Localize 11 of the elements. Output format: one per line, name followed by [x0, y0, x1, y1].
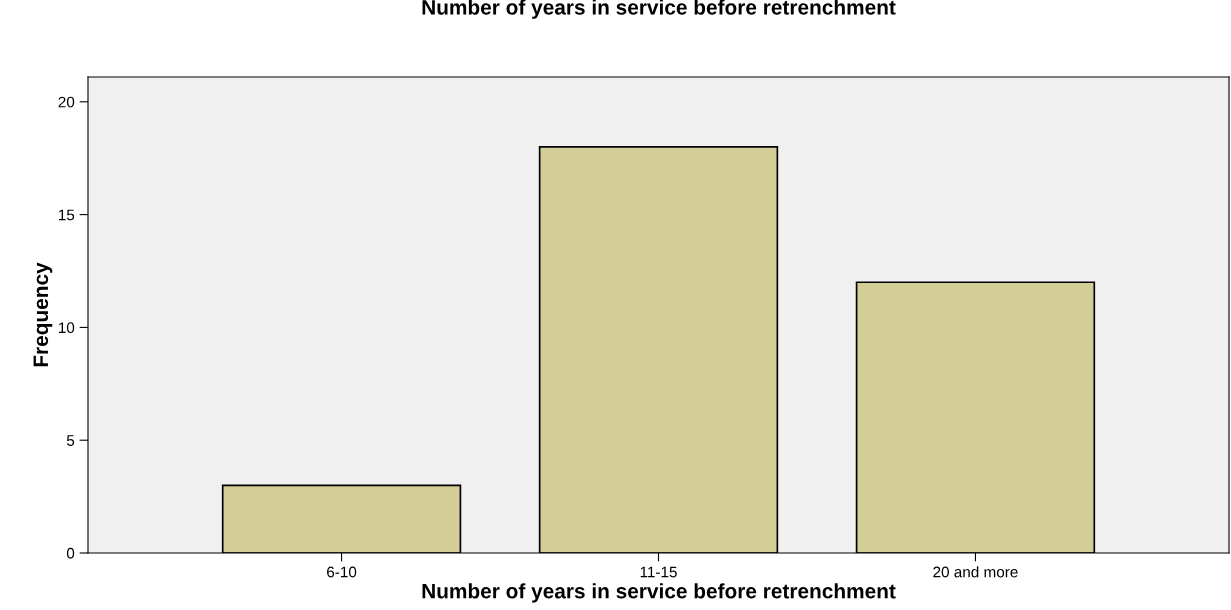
x-axis-title: Number of years in service before retrenchment [422, 583, 896, 603]
x-tick-label: 6-10 [327, 566, 357, 578]
x-tick-label: 11-15 [640, 566, 677, 578]
y-tick-label: 5 [66, 435, 75, 446]
x-tick-label: 20 and more [933, 566, 1018, 578]
y-tick-label: 15 [58, 209, 75, 221]
y-tick-label: 0 [66, 547, 75, 559]
y-tick-label: 20 [58, 96, 75, 108]
y-axis-title: Frequency [33, 262, 53, 367]
chart-title: Number of years in service before retrenchment [422, 0, 896, 19]
y-tick-label: 10 [58, 322, 75, 334]
